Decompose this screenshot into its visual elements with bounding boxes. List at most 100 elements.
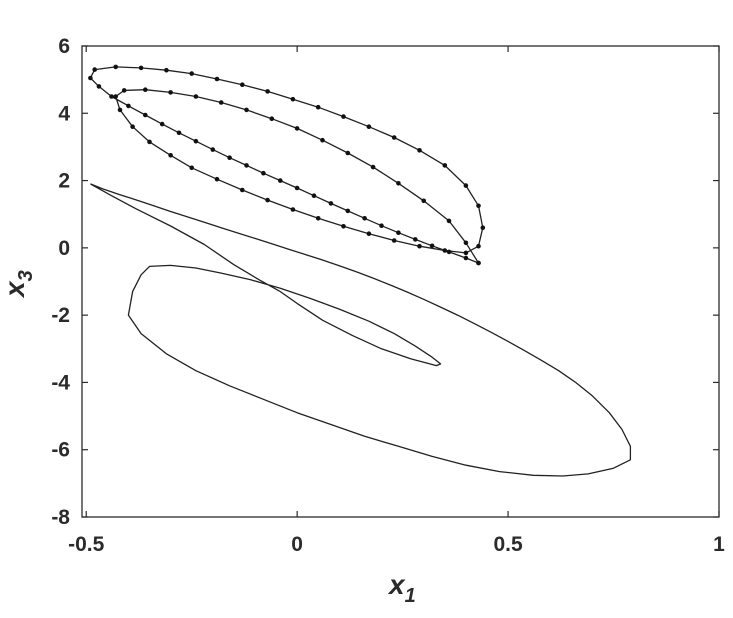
series-2-point (315, 104, 321, 110)
series-2-point (214, 76, 220, 82)
series-2-point (147, 139, 152, 145)
x-tick-label: -0.5 (68, 533, 105, 556)
series-2-point (421, 198, 427, 204)
series-2-point (417, 243, 422, 249)
y-axis-label-sub: 3 (15, 270, 37, 281)
series-2-point (396, 181, 401, 186)
series-2-point (92, 67, 97, 72)
series-2-point (463, 183, 469, 188)
series-2-point (315, 216, 321, 221)
series-2-point (189, 71, 194, 76)
series-2-point (244, 163, 249, 168)
axis-ticks (82, 45, 720, 518)
series-2-point (290, 207, 296, 212)
series-2-point (391, 135, 397, 140)
series-2-point (126, 103, 131, 109)
series-2-point (88, 75, 93, 81)
series-2-point (168, 153, 173, 158)
series-layer (88, 64, 632, 477)
series-2-point (189, 165, 194, 171)
series-2-point (446, 218, 452, 224)
series-2-point (341, 224, 346, 229)
series-2-point (218, 100, 224, 105)
x-axis-label-main: x (387, 569, 406, 600)
series-2-point (294, 185, 300, 191)
series-2-point (138, 65, 144, 71)
x-axis-label-sub: 1 (405, 585, 416, 607)
series-2-point (341, 114, 346, 119)
series-2-point (210, 147, 216, 152)
series-2-point (176, 130, 182, 136)
series-2-point (113, 94, 118, 99)
series-2-point (320, 137, 325, 143)
plot-frame (81, 45, 720, 518)
x-tick-label: 0.5 (493, 533, 523, 556)
series-2-line (89, 66, 484, 264)
series-2-point (244, 107, 249, 113)
y-axis-label: x3 (0, 270, 37, 299)
series-2-point (345, 150, 351, 156)
series-2-point (446, 249, 452, 255)
series-2-point (345, 208, 351, 214)
series-2-point (413, 237, 418, 242)
axis-tick-labels: -0.5 0 0.5 1 -8 -6 -4 -2 0 2 4 6 (51, 35, 725, 556)
series-2-point (109, 94, 114, 99)
series-2-point (463, 250, 469, 256)
y-tick-label: -8 (51, 506, 70, 529)
series-2-point (476, 260, 481, 266)
series-2-point (240, 82, 245, 87)
y-tick-label: -2 (51, 304, 70, 327)
series-2-point (265, 197, 270, 203)
x-tick-label: 1 (713, 533, 725, 556)
series-2-point (429, 243, 435, 249)
series-2-point (366, 231, 372, 236)
series-2-point (159, 121, 165, 127)
series-2-point (480, 225, 486, 230)
series-2-point (265, 89, 270, 94)
y-tick-label: 0 (58, 237, 70, 260)
series-2-point (442, 163, 448, 168)
series-2-point (379, 223, 384, 228)
series-2-point (290, 96, 296, 102)
series-2-point (391, 238, 397, 243)
series-2-point (214, 176, 220, 182)
series-2-point (476, 243, 481, 249)
series-2-point (130, 124, 135, 129)
y-tick-label: -6 (51, 439, 70, 462)
series-2-point (143, 87, 148, 92)
series-2-point (143, 112, 148, 118)
series-1-line (90, 183, 632, 477)
series-2-point (121, 88, 127, 93)
series-2-point (417, 148, 422, 153)
series-2-point (96, 84, 102, 89)
series-2-point (294, 126, 300, 131)
series-2-point (193, 94, 199, 99)
y-tick-label: 2 (58, 170, 70, 193)
series-2-point (396, 230, 401, 235)
series-2-point (193, 138, 199, 144)
series-2-point (476, 203, 481, 209)
series-2-point (366, 124, 372, 129)
x-tick-label: 0 (291, 533, 303, 556)
series-2-point (442, 248, 448, 253)
y-tick-label: -4 (51, 371, 70, 394)
y-tick-label: 6 (58, 35, 70, 58)
y-tick-label: 4 (58, 102, 70, 125)
series-2-point (164, 67, 169, 73)
series-2-point (240, 187, 245, 193)
series-2-point (261, 170, 266, 176)
series-2-point (311, 193, 317, 198)
series-2-point (463, 240, 469, 246)
y-axis-label-main: x (0, 280, 30, 299)
series-2-point (370, 164, 376, 170)
series-2-point (463, 255, 469, 261)
series-2-point (113, 64, 118, 70)
series-2-point (278, 178, 283, 183)
series-2-point (227, 155, 232, 160)
series-2-point (269, 116, 275, 121)
series-2-point (117, 107, 123, 113)
series-2-point (168, 90, 173, 95)
series-2-point (362, 216, 367, 221)
series-2-point (328, 201, 334, 206)
